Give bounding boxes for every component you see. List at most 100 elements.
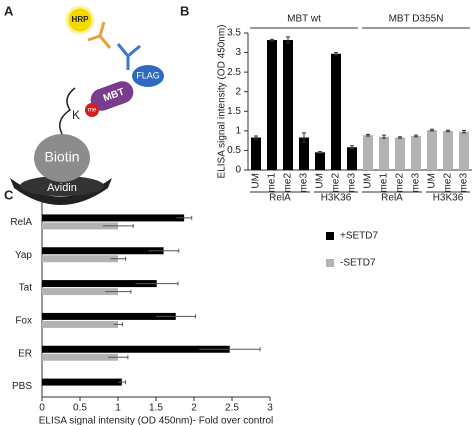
bar (347, 147, 357, 170)
bar (42, 222, 118, 230)
lysine-label: K (72, 108, 80, 122)
x-tick-label: me2 (331, 173, 342, 193)
bar (42, 320, 118, 328)
x-tick-label: me3 (347, 173, 358, 193)
panel-label: A (4, 3, 14, 18)
x-tick-label: 2 (191, 403, 197, 414)
error-bar (350, 145, 354, 150)
x-tick-label: 0.5 (73, 403, 87, 414)
peptide (59, 87, 76, 135)
x-axis-label: ELISA signal intensity (OD 450nm)- Fold … (39, 416, 274, 425)
bar (251, 137, 261, 170)
x-tick-label: me2 (283, 173, 294, 193)
y-tick-label: Fox (15, 316, 32, 327)
subgroup-label: H3K36 (433, 193, 464, 204)
error-bar (113, 322, 124, 327)
bar (331, 53, 341, 171)
y-tick-label: 1 (235, 125, 241, 136)
bar (427, 130, 437, 170)
anti-flag (116, 43, 141, 70)
bar (283, 40, 293, 170)
y-tick-label: 3 (235, 47, 241, 58)
x-tick-label: me1 (379, 173, 390, 193)
bar (379, 136, 389, 170)
y-tick-label: 2 (235, 86, 241, 97)
legend-swatch (326, 232, 334, 240)
flag-label: FLAG (136, 70, 160, 80)
error-bar (286, 36, 290, 44)
hrp-shape (65, 5, 95, 35)
error-bar (108, 355, 129, 360)
x-tick-label: me1 (267, 173, 278, 193)
error-bar (270, 38, 274, 42)
error-bar (156, 314, 197, 319)
bar (395, 137, 405, 170)
x-tick-label: me3 (459, 173, 470, 193)
x-tick-label: 0 (39, 403, 45, 414)
subgroup-label: RelA (269, 193, 291, 204)
x-tick-label: UM (427, 173, 438, 189)
error-bar (334, 52, 338, 56)
bar (42, 378, 122, 386)
bar (42, 280, 157, 288)
error-bar (199, 347, 261, 352)
avidin-shape (10, 178, 112, 205)
mbt-domain: MBT (90, 81, 134, 111)
panel-label: B (180, 3, 189, 18)
y-tick-label: 0.5 (227, 145, 241, 156)
error-bar (366, 133, 370, 137)
legend-label: +SETD7 (340, 231, 379, 242)
error-bar (414, 134, 418, 138)
error-bar (105, 289, 132, 294)
bar (42, 353, 118, 361)
avidin-base (20, 176, 104, 196)
error-bar (118, 380, 127, 385)
x-tick-label: 2.5 (225, 403, 239, 414)
bar (42, 214, 185, 222)
error-bar (254, 135, 258, 140)
bar (363, 135, 373, 170)
error-bar (398, 136, 402, 139)
subgroup-label: RelA (381, 193, 403, 204)
error-bar (430, 128, 434, 132)
bar (42, 255, 118, 263)
hrp-label: HRP (72, 15, 90, 24)
y-tick-label: 3.5 (227, 28, 241, 39)
y-tick-label: ER (18, 348, 32, 359)
y-tick-label: 2.5 (227, 67, 241, 78)
error-bar (148, 248, 180, 253)
x-tick-label: 1 (115, 403, 121, 414)
group-title: MBT wt (287, 14, 321, 25)
bar (42, 312, 176, 320)
subgroup-label: H3K36 (321, 193, 352, 204)
error-bar (446, 129, 450, 133)
biotin-label: Biotin (44, 149, 79, 165)
bar (267, 40, 277, 170)
panel-label: C (4, 187, 14, 202)
flag-shape (132, 65, 164, 87)
x-tick-label: me3 (299, 173, 310, 193)
group-title: MBT D355N (389, 14, 444, 25)
error-bar (318, 151, 322, 154)
methyl-mark (85, 103, 99, 117)
bar (459, 131, 469, 170)
error-bar (176, 215, 193, 220)
bar (42, 288, 118, 296)
biotin-shape (34, 134, 90, 182)
error-bar (302, 132, 306, 143)
diagram: A Avidin Biotin K MBT me FLAG HRP (4, 3, 164, 205)
methyl-label: me (88, 108, 97, 114)
x-tick-label: UM (363, 173, 374, 189)
x-tick-label: UM (315, 173, 326, 189)
bar (315, 152, 325, 170)
bar (42, 345, 230, 353)
x-tick-label: 3 (267, 403, 273, 414)
y-tick-label: Tat (19, 283, 33, 294)
secondary-antibody (87, 21, 112, 49)
x-tick-label: me2 (395, 173, 406, 193)
y-tick-label: PBS (12, 381, 32, 392)
legend-label: -SETD7 (340, 258, 376, 269)
bar (443, 130, 453, 170)
x-tick-label: me3 (411, 173, 422, 193)
